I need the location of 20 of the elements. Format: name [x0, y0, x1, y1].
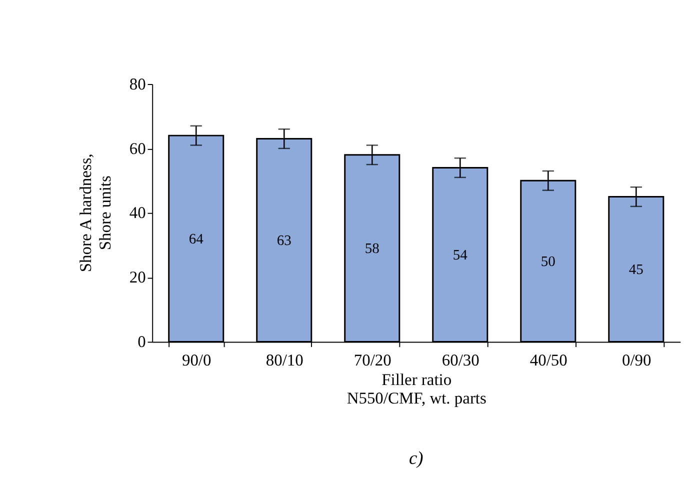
- x-axis-title: Filler ratio N550/CMF, wt. parts: [346, 370, 486, 408]
- x-tick-label: 70/20: [354, 350, 392, 370]
- y-tick-label: 60: [129, 138, 146, 158]
- x-tick-label: 0/90: [622, 350, 652, 370]
- data-label: 64: [188, 231, 204, 248]
- y-tick-label: 20: [129, 268, 146, 287]
- y-axis-title: Shore A hardness, Shore units: [76, 154, 114, 272]
- data-label: 63: [276, 233, 292, 250]
- x-tick-label: 60/30: [442, 350, 480, 370]
- data-label: 58: [364, 241, 380, 258]
- y-tick-label: 80: [129, 74, 146, 94]
- data-label: 50: [540, 254, 556, 270]
- data-label: 45: [628, 262, 644, 278]
- y-tick-label: 0: [138, 332, 146, 352]
- x-tick-label: 80/10: [266, 350, 304, 370]
- data-label: 54: [452, 248, 468, 264]
- text: c): [408, 448, 424, 468]
- x-tick-label: 40/50: [530, 350, 568, 370]
- x-tick-label: 90/0: [182, 350, 212, 370]
- y-tick-label: 40: [129, 203, 146, 222]
